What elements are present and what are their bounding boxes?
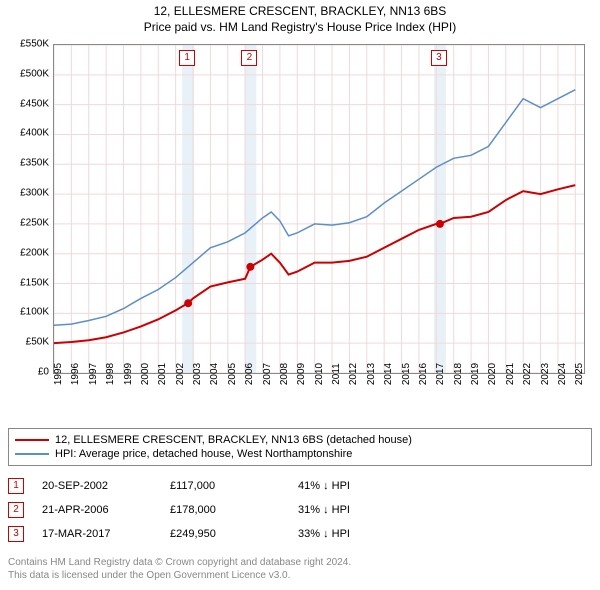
disclaimer-line: Contains HM Land Registry data © Crown c…: [8, 556, 592, 569]
x-axis-label: 2019: [470, 363, 481, 385]
x-axis-label: 1996: [70, 363, 81, 385]
legend-row: 12, ELLESMERE CRESCENT, BRACKLEY, NN13 6…: [15, 433, 585, 447]
x-axis-label: 1998: [105, 363, 116, 385]
x-axis-label: 2011: [331, 363, 342, 385]
x-axis-label: 2015: [401, 363, 412, 385]
x-axis-label: 2008: [279, 363, 290, 385]
legend-label: HPI: Average price, detached house, West…: [55, 448, 352, 460]
sale-price: £249,950: [170, 528, 280, 540]
x-axis-label: 2006: [244, 363, 255, 385]
x-axis-label: 2012: [348, 363, 359, 385]
sale-delta: 41% ↓ HPI: [298, 480, 408, 492]
x-axis-label: 1997: [88, 363, 99, 385]
sale-marker-flag: 1: [179, 50, 195, 66]
x-axis-label: 2010: [314, 363, 325, 385]
x-axis-label: 2013: [366, 363, 377, 385]
sales-row: 1 20-SEP-2002 £117,000 41% ↓ HPI: [8, 474, 592, 498]
x-axis-label: 2004: [209, 363, 220, 385]
sale-price: £178,000: [170, 504, 280, 516]
x-axis-label: 2005: [227, 363, 238, 385]
price-chart: £0 £50K £100K £150K £200K £250K £300K £350K £400…: [5, 40, 595, 400]
legend-swatch: [15, 453, 49, 455]
x-axis-label: 2018: [453, 363, 464, 385]
sales-row: 2 21-APR-2006 £178,000 31% ↓ HPI: [8, 498, 592, 522]
x-axis-label: 2024: [557, 363, 568, 385]
x-axis-label: 2021: [505, 363, 516, 385]
x-axis-label: 2003: [192, 363, 203, 385]
x-axis-label: 2000: [140, 363, 151, 385]
x-axis-label: 1995: [53, 363, 64, 385]
sale-date: 20-SEP-2002: [42, 480, 152, 492]
sale-marker-flag: 3: [431, 50, 447, 66]
sale-marker-flag: 2: [241, 50, 257, 66]
sale-marker-icon: 2: [8, 502, 24, 518]
legend-row: HPI: Average price, detached house, West…: [15, 447, 585, 461]
x-axis-label: 2002: [175, 363, 186, 385]
y-axis-label: £350K: [20, 158, 49, 169]
x-axis-label: 2014: [383, 363, 394, 385]
sales-row: 3 17-MAR-2017 £249,950 33% ↓ HPI: [8, 522, 592, 546]
legend-label: 12, ELLESMERE CRESCENT, BRACKLEY, NN13 6…: [55, 434, 412, 446]
x-axis-label: 2025: [574, 363, 585, 385]
sale-delta: 33% ↓ HPI: [298, 528, 408, 540]
disclaimer-line: This data is licensed under the Open Gov…: [8, 569, 592, 582]
y-axis-label: £550K: [20, 39, 49, 50]
page-title-line1: 12, ELLESMERE CRESCENT, BRACKLEY, NN13 6…: [0, 4, 600, 18]
x-axis-label: 2016: [418, 363, 429, 385]
y-axis-label: £0: [38, 367, 49, 378]
y-axis-label: £50K: [26, 337, 49, 348]
sales-table: 1 20-SEP-2002 £117,000 41% ↓ HPI 2 21-AP…: [8, 474, 592, 546]
x-axis-label: 2007: [262, 363, 273, 385]
legend: 12, ELLESMERE CRESCENT, BRACKLEY, NN13 6…: [8, 428, 592, 466]
sale-date: 17-MAR-2017: [42, 528, 152, 540]
x-axis-label: 2023: [540, 363, 551, 385]
x-axis-label: 2017: [435, 363, 446, 385]
x-axis-label: 2022: [522, 363, 533, 385]
y-axis-label: £100K: [20, 307, 49, 318]
disclaimer: Contains HM Land Registry data © Crown c…: [8, 556, 592, 582]
x-axis-label: 2001: [157, 363, 168, 385]
y-axis-label: £450K: [20, 98, 49, 109]
y-axis-label: £200K: [20, 247, 49, 258]
sale-date: 21-APR-2006: [42, 504, 152, 516]
y-axis-label: £300K: [20, 188, 49, 199]
sale-price: £117,000: [170, 480, 280, 492]
plot-svg: [54, 45, 584, 373]
x-axis-label: 1999: [123, 363, 134, 385]
sale-marker-icon: 3: [8, 526, 24, 542]
legend-swatch: [15, 439, 49, 441]
page-title-line2: Price paid vs. HM Land Registry's House …: [0, 20, 600, 34]
y-axis-label: £400K: [20, 128, 49, 139]
y-axis-label: £500K: [20, 68, 49, 79]
sale-delta: 31% ↓ HPI: [298, 504, 408, 516]
x-axis-label: 2020: [487, 363, 498, 385]
sale-marker-icon: 1: [8, 478, 24, 494]
plot-area: [53, 44, 585, 374]
x-axis-label: 2009: [296, 363, 307, 385]
y-axis-label: £250K: [20, 217, 49, 228]
y-axis-label: £150K: [20, 277, 49, 288]
